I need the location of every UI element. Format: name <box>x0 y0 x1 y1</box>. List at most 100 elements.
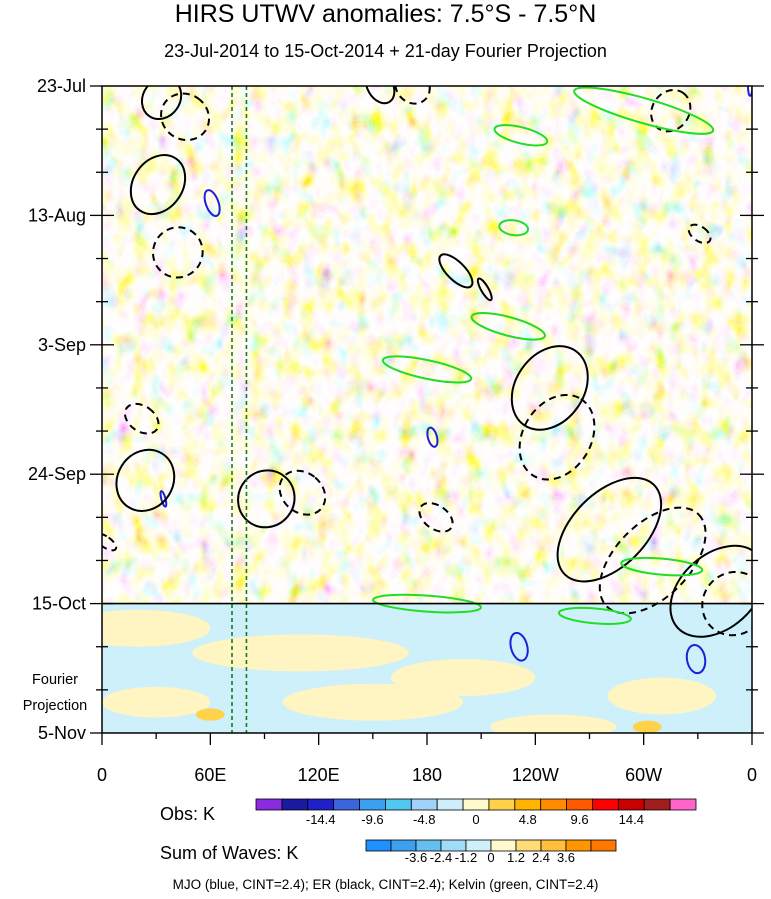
projection-label-line1: Fourier <box>32 672 78 688</box>
x-tick-label: 0 <box>747 765 757 785</box>
obs-swatch <box>643 798 671 811</box>
x-tick-label: 60E <box>194 765 226 785</box>
x-tick-label: 120E <box>298 765 340 785</box>
er-contour-4 <box>115 448 176 512</box>
obs-swatch <box>307 798 335 811</box>
x-tick-label: 0 <box>97 765 107 785</box>
marker-lines <box>231 86 248 733</box>
projection-patch-1 <box>192 634 409 672</box>
y-tick-label: 15-Oct <box>32 594 86 614</box>
obs-swatch <box>462 798 490 811</box>
wave-contours <box>102 86 752 675</box>
x-tick-label: 180 <box>412 765 442 785</box>
waves-tick-label: 3.6 <box>557 850 575 865</box>
waves-legend-label: Sum of Waves: K <box>160 843 299 863</box>
waves-tick-label: 1.2 <box>507 850 525 865</box>
obs-swatch <box>566 798 593 811</box>
obs-swatch <box>617 798 645 811</box>
projection-label-line2: Projection <box>23 698 87 714</box>
obs-tick-label: 4.8 <box>519 812 537 827</box>
kelvin-contour-4 <box>381 355 473 384</box>
kelvin-contour-5 <box>620 556 704 577</box>
obs-swatch <box>385 798 412 811</box>
obs-swatch <box>540 798 567 811</box>
waves-colorbar: -3.6 -2.4 -1.2 0 1.2 2.4 3.6 <box>365 839 617 865</box>
projection-patch-2 <box>390 659 536 697</box>
projection-patch-8 <box>632 720 662 733</box>
er-contour-5 <box>123 402 160 435</box>
projection-patch-4 <box>282 683 464 721</box>
obs-tick-label: -4.8 <box>413 812 435 827</box>
kelvin-contour-3 <box>470 312 546 341</box>
obs-tick-label: 14.4 <box>619 812 644 827</box>
obs-colorbar: -14.4 -9.6 -4.8 0 4.8 9.6 14.4 <box>255 798 697 827</box>
obs-swatch <box>410 798 438 811</box>
er-contour-19 <box>364 86 396 105</box>
kelvin-contour-1 <box>493 124 549 147</box>
x-tick-label: 120W <box>512 765 559 785</box>
er-contour-8 <box>278 469 327 516</box>
mjo-contour-4 <box>509 631 529 662</box>
projection-patch-7 <box>195 708 225 721</box>
kelvin-contour-2 <box>498 219 530 237</box>
y-tick-label: 5-Nov <box>38 723 86 743</box>
kelvin-contour-6 <box>371 593 483 614</box>
obs-tick-label: -14.4 <box>306 812 336 827</box>
obs-swatch <box>333 798 360 811</box>
obs-swatch <box>514 798 542 811</box>
projection-patch-0 <box>102 609 211 647</box>
er-contour-17 <box>701 570 752 637</box>
mjo-contour-1 <box>426 426 439 448</box>
er-contour-18 <box>394 86 431 105</box>
er-contour-20 <box>650 88 692 133</box>
y-tick-label: 24-Sep <box>28 464 86 484</box>
waves-tick-label: 2.4 <box>532 850 550 865</box>
er-contour-15 <box>598 506 707 615</box>
kelvin-contour-7 <box>557 606 632 625</box>
obs-swatch <box>436 798 464 811</box>
obs-swatch <box>592 798 619 811</box>
obs-swatch <box>281 798 309 811</box>
er-contour-9 <box>438 253 474 289</box>
er-contour-0 <box>129 154 187 216</box>
y-tick-label: 3-Sep <box>38 335 86 355</box>
projection-patch-3 <box>102 686 211 718</box>
er-contour-2 <box>160 92 211 142</box>
axes: 23-Jul 13-Aug 3-Sep 24-Sep 15-Oct 5-Nov Fourie… <box>23 76 764 785</box>
kelvin-contour-0 <box>573 86 715 135</box>
er-contour-21 <box>687 223 712 245</box>
contour-footnote: MJO (blue, CINT=2.4); ER (black, CINT=2.… <box>172 877 599 892</box>
obs-swatch <box>255 798 283 811</box>
er-contour-11 <box>418 502 454 533</box>
obs-swatch <box>488 798 516 811</box>
er-contour-1 <box>140 86 183 120</box>
obs-swatch <box>359 798 386 811</box>
waves-tick-label: 0 <box>487 850 494 865</box>
mjo-contour-0 <box>203 189 221 217</box>
obs-tick-label: 0 <box>472 812 479 827</box>
projection-patch-6 <box>490 714 617 733</box>
x-tick-label: 60W <box>625 765 662 785</box>
obs-swatch <box>669 798 697 811</box>
y-tick-label: 23-Jul <box>37 76 86 96</box>
waves-tick-label: -2.4 <box>430 850 452 865</box>
er-contour-13 <box>518 393 596 481</box>
mjo-contour-5 <box>685 644 707 675</box>
chart-subtitle: 23-Jul-2014 to 15-Oct-2014 + 21-day Four… <box>164 41 607 61</box>
waves-swatch <box>590 839 617 852</box>
waves-swatch <box>365 839 392 852</box>
er-contour-10 <box>476 277 493 302</box>
waves-tick-label: -1.2 <box>455 850 477 865</box>
chart-title: HIRS UTWV anomalies: 7.5°S - 7.5°N <box>174 0 597 28</box>
y-tick-label: 13-Aug <box>28 205 86 225</box>
er-contour-12 <box>510 345 589 431</box>
obs-tick-label: 9.6 <box>570 812 588 827</box>
er-contour-3 <box>152 226 204 279</box>
er-contour-14 <box>556 476 663 583</box>
obs-tick-label: -9.6 <box>361 812 383 827</box>
obs-legend-label: Obs: K <box>160 804 216 824</box>
projection-patch-5 <box>607 677 716 715</box>
waves-tick-label: -3.6 <box>405 850 427 865</box>
er-contour-7 <box>237 469 296 529</box>
